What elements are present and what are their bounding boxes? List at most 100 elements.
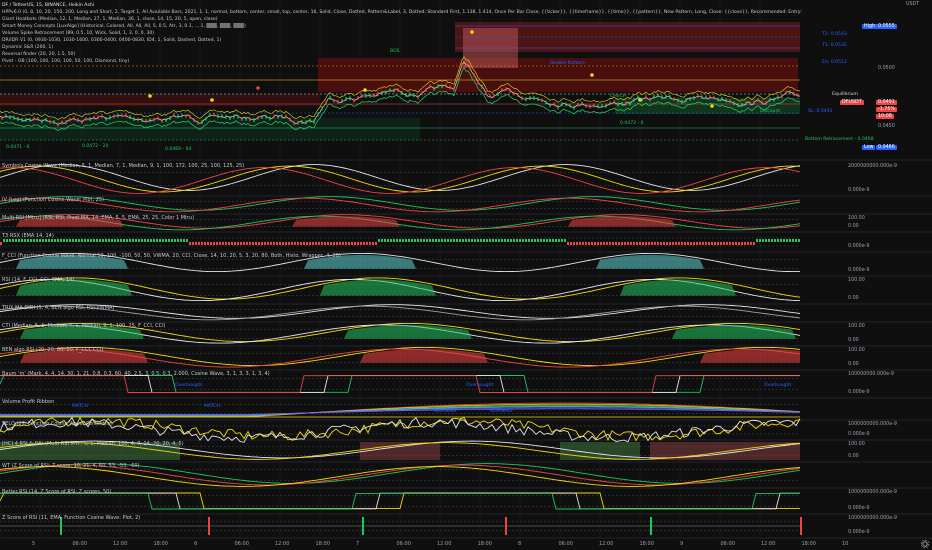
indicator-fill <box>0 216 800 227</box>
histogram-bar <box>96 239 98 242</box>
candle <box>785 90 787 95</box>
histogram-bar <box>717 242 719 245</box>
histogram-bar <box>594 242 596 245</box>
candle <box>353 98 355 103</box>
candle <box>257 115 259 120</box>
indicator-line-3[interactable]: Smart Money Concepts [LuxAlgo] (Historic… <box>2 24 246 29</box>
volume-ribbon-line <box>0 405 801 417</box>
histogram-bar <box>378 239 380 242</box>
histogram-bar <box>750 242 752 245</box>
histogram-bar <box>123 239 125 242</box>
candle <box>677 98 679 103</box>
pane-label[interactable]: BEN algo RSI (20, 20, 80, 20, F_CCI, CCI… <box>2 347 104 353</box>
candle <box>265 114 267 119</box>
candle <box>413 93 415 98</box>
indicator-line-1[interactable]: HPPv6.0 (0, 8, 10, 20, 150, 200, Long an… <box>2 10 802 15</box>
candle <box>457 75 459 80</box>
candle <box>613 100 615 105</box>
histogram-bar <box>243 242 245 245</box>
histogram-bar <box>513 239 515 242</box>
histogram-bar <box>567 242 569 245</box>
pane-label[interactable]: Symbols Cosine Wave (Median, 5, 1, Media… <box>2 163 245 169</box>
resistance-zone <box>0 94 320 106</box>
low-value: 0.0466 <box>876 145 897 150</box>
histogram-bar <box>606 242 608 245</box>
candle <box>245 116 247 121</box>
candle <box>181 113 183 118</box>
histogram-bar <box>93 239 95 242</box>
pane-label[interactable]: [HC] 4 RSI & DIV (Multi RSI MTF, 5, 1, M… <box>2 441 184 447</box>
candle <box>109 115 111 120</box>
time-axis-label: 06:00 <box>396 541 411 547</box>
candle <box>425 87 427 92</box>
candle <box>757 97 759 102</box>
double-bottom-label: Double Bottom <box>550 61 585 66</box>
histogram-bar <box>288 242 290 245</box>
indicator-line <box>0 167 801 194</box>
pane-label[interactable]: CTI (Median, 5, 1, Median, 7, 1, Median,… <box>2 323 166 329</box>
pane-label[interactable]: Volume Profit Ribbon <box>2 399 55 405</box>
candle <box>733 101 735 106</box>
histogram-bar <box>192 242 194 245</box>
pane-label[interactable]: SELO (27, Function Cosine Wave: Percenti… <box>2 421 113 427</box>
histogram-bar <box>381 239 383 242</box>
candle <box>229 116 231 121</box>
candle <box>549 103 551 108</box>
pane-label[interactable]: RSI (14, F_CCI, CCI, SMA, 14) <box>2 277 75 283</box>
indicator-line-8[interactable]: Pivot - OB (100, 100, 100, 100, 50, 100,… <box>2 59 130 64</box>
symbol-title[interactable]: DF / TetherUS, 15, BINANCE, Heikin Ashi <box>2 3 95 8</box>
candle <box>61 120 63 125</box>
histogram-bar <box>351 242 353 245</box>
candle <box>329 95 331 100</box>
indicator-line-4[interactable]: Volume Spike Retracement (89, 0.5, 10, W… <box>2 31 155 36</box>
candle <box>337 99 339 104</box>
candle <box>29 117 31 122</box>
candle <box>341 98 343 103</box>
histogram-bar <box>564 239 566 242</box>
histogram-bar <box>510 239 512 242</box>
pane-label[interactable]: Z Score of RSI (11, EMA, Function Cosine… <box>2 515 141 521</box>
histogram-bar <box>129 239 131 242</box>
candle <box>665 94 667 99</box>
left-price-2: 0.0472 - 20 <box>82 144 109 149</box>
histogram-bar <box>264 242 266 245</box>
pane-label[interactable]: TRIX MA DIDI (5, 4, BEN algo RSI, RSI-VW… <box>2 305 115 311</box>
histogram-bar <box>18 239 20 242</box>
indicator-line-6[interactable]: Dynamic S&R (200, 1) <box>2 45 54 50</box>
histogram-bar <box>342 242 344 245</box>
pane-label[interactable]: Baum 'm' (Mark, 4, 4, 14, 30, 1, 21, 0.8… <box>2 371 270 377</box>
histogram-bar <box>168 239 170 242</box>
histogram-bar <box>627 242 629 245</box>
pane-label[interactable]: T3 RSX (EMA 14, 14) <box>2 233 54 239</box>
histogram-bar <box>684 242 686 245</box>
time-axis-label: 12:00 <box>113 541 128 547</box>
indicator-line-7[interactable]: Reversal finder (20, 20, 1.5, 50) <box>2 52 76 57</box>
time-axis-label: 7 <box>356 541 360 547</box>
candle <box>193 117 195 122</box>
histogram-bar <box>273 242 275 245</box>
pane-label[interactable]: IV (Log) (Function Cosine Wave: Plot, 25… <box>2 197 105 203</box>
pane-label[interactable]: Multi RSI [Mtru] (RSI, RSI, Pivot MA, 14… <box>2 215 195 221</box>
pane-label[interactable]: WT (Z Score of RSI: Z score, 10, 21, 4, … <box>2 463 140 469</box>
volume-ribbon-line <box>0 403 801 417</box>
candle <box>489 94 491 99</box>
histogram-bar <box>687 242 689 245</box>
candle <box>301 120 303 125</box>
indicator-line-5[interactable]: DR/IDR V1 (0, 0930-1030, 1030-1600, 0300… <box>2 38 222 43</box>
histogram-bar <box>3 239 5 242</box>
gear-icon[interactable] <box>920 539 930 549</box>
indicator-line-2[interactable]: Giant Heatbots (Median, 12, 1, Median, 2… <box>2 17 218 22</box>
histogram-bar <box>534 239 536 242</box>
pane-label[interactable]: Better RSI (14, Z Score of RSI: Z scores… <box>2 489 112 495</box>
histogram-bar <box>603 242 605 245</box>
time-axis-label: 12:00 <box>761 541 776 547</box>
candle <box>89 117 91 122</box>
histogram-bar <box>426 239 428 242</box>
candle <box>373 93 375 98</box>
histogram-bar <box>339 242 341 245</box>
histogram-bar <box>6 239 8 242</box>
pane-label[interactable]: F_CCI (Function Cosine Wave: Normal 50, … <box>2 253 341 259</box>
histogram-bar <box>546 239 548 242</box>
